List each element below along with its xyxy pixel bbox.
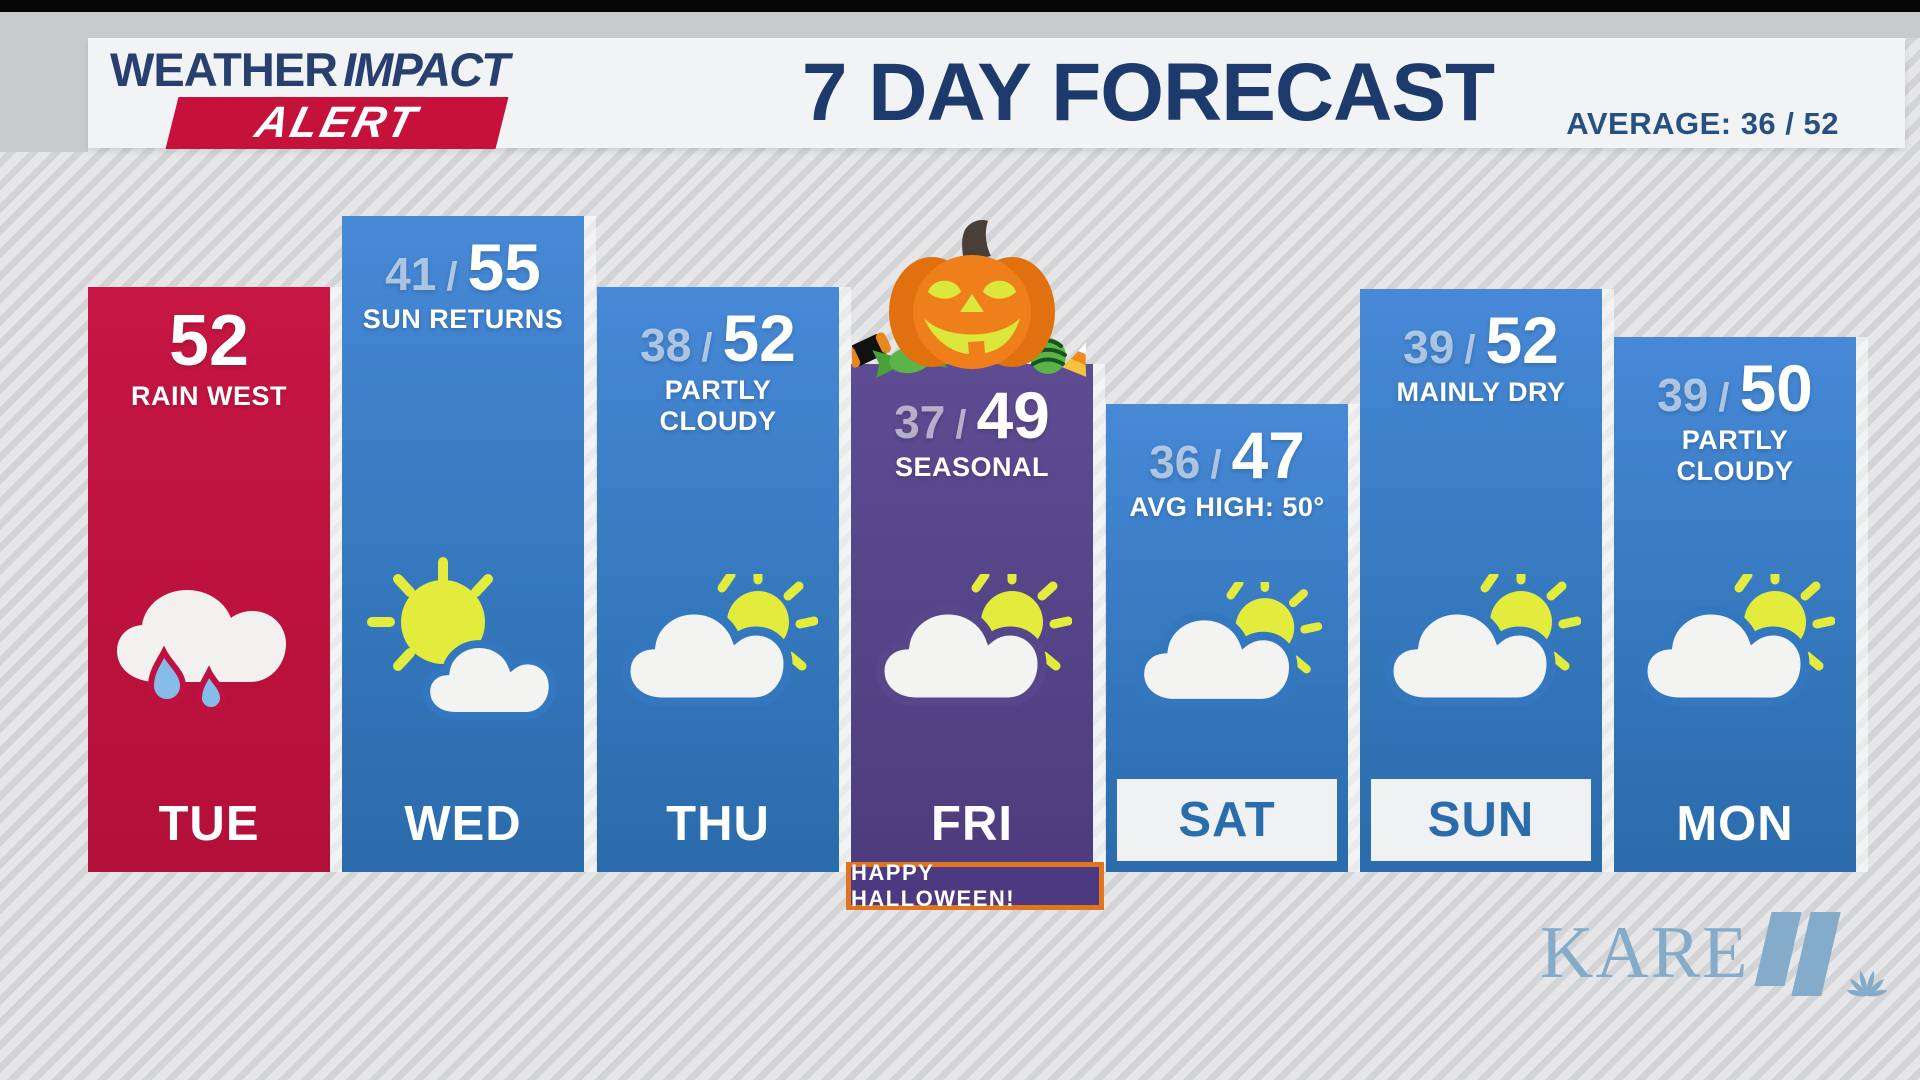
logo-impact-text: IMPACT (343, 43, 510, 96)
high-temp: 52 (722, 301, 796, 375)
temp-separator: / (701, 326, 713, 370)
temp-separator: / (1464, 328, 1476, 372)
high-temp: 52 (1485, 303, 1559, 377)
candy-icons (838, 332, 1087, 378)
logo-wordmark: WEATHER IMPACT (110, 42, 630, 97)
pumpkin-stem (962, 220, 991, 262)
condition-text: PARTLY CLOUDY (1676, 425, 1794, 487)
temps-row: 39 / 50 (1614, 337, 1856, 421)
condition-text: SUN RETURNS (362, 304, 564, 334)
high-temp: 47 (1231, 418, 1305, 492)
low-temp: 39 (1403, 321, 1455, 373)
day-label: THU (666, 797, 770, 851)
alert-banner: ALERT (165, 97, 509, 149)
kare11-station-logo: KARE (1540, 912, 1893, 1000)
day-label: SUN (1371, 779, 1591, 861)
cloud-sun-icon (1614, 574, 1856, 724)
forecast-column-thu: 38 / 52 PARTLY CLOUDY THU (597, 287, 839, 872)
low-temp: 36 (1149, 436, 1201, 488)
temps-row: 37 / 49 (851, 364, 1093, 448)
average-temps-label: AVERAGE: 36 / 52 (1566, 106, 1839, 141)
sun-behind-cloud-icon (342, 554, 584, 724)
alert-banner-text: ALERT (250, 98, 424, 147)
forecast-column-wed: 41 / 55 SUN RETURNS WED (342, 216, 584, 872)
temps-row: 36 / 47 (1106, 404, 1348, 488)
nbc-peacock-icon (1847, 970, 1888, 997)
forecast-column-sun: 39 / 52 MAINLY DRY SUN (1360, 289, 1602, 872)
condition-text: PARTLY CLOUDY (659, 375, 777, 437)
day-label: FRI (931, 797, 1013, 851)
header-top-strip (0, 12, 1920, 38)
header: WEATHER IMPACT ALERT 7 DAY FORECAST AVERA… (88, 38, 1905, 149)
cloud-sun-icon (851, 574, 1093, 724)
temp-separator: / (1718, 376, 1730, 420)
high-temp: 55 (467, 230, 541, 304)
pumpkin-face (924, 280, 1020, 354)
forecast-column-tue: 52 RAIN WEST TUE (88, 287, 330, 872)
high-temp: 50 (1739, 351, 1813, 425)
condition-text: MAINLY DRY (1396, 377, 1566, 407)
logo-weather-text: WEATHER (110, 43, 338, 96)
forecast-column-sat: 36 / 47 AVG HIGH: 50° SAT (1106, 404, 1348, 872)
low-temp: 38 (640, 319, 692, 371)
channel-11-bar (1791, 912, 1842, 996)
day-label: SAT (1117, 779, 1337, 861)
cloud-sun-icon (597, 574, 839, 724)
low-temp: 37 (894, 396, 946, 448)
weather-impact-alert-logo: WEATHER IMPACT ALERT (110, 42, 630, 149)
kare-wordmark: KARE (1540, 912, 1750, 994)
temps-row: 39 / 52 (1360, 289, 1602, 373)
high-temp: 52 (168, 301, 250, 381)
channel-11-bar (1754, 912, 1802, 986)
low-temp: 39 (1657, 369, 1709, 421)
condition-text: RAIN WEST (131, 381, 287, 411)
temps-row: 38 / 52 (597, 287, 839, 371)
day-label: WED (404, 797, 522, 851)
cloud-sun-icon (1360, 574, 1602, 724)
day-label: MON (1676, 797, 1794, 851)
low-temp: 41 (385, 248, 437, 300)
forecast-column-mon: 39 / 50 PARTLY CLOUDY MON (1614, 337, 1856, 872)
condition-text: SEASONAL (894, 452, 1050, 482)
page-title: 7 DAY FORECAST (801, 47, 1495, 138)
halloween-banner-text: HAPPY HALLOWEEN! (851, 860, 1016, 911)
temps-row: 41 / 55 (342, 216, 584, 300)
header-left-strip (0, 12, 88, 152)
day-label: TUE (158, 797, 260, 851)
temp-separator: / (955, 403, 967, 447)
halloween-banner: HAPPY HALLOWEEN! (846, 860, 1104, 911)
top-black-bar (0, 0, 1920, 12)
cloud-sun-icon (1106, 582, 1348, 724)
temps-row: 52 (88, 287, 330, 377)
condition-text: AVG HIGH: 50° (1129, 492, 1325, 522)
temp-separator: / (1210, 443, 1222, 487)
high-temp: 49 (976, 378, 1050, 452)
forecast-column-fri: 37 / 49 SEASONAL FRI (851, 364, 1093, 872)
temp-separator: / (446, 255, 458, 299)
jack-o-lantern-icon (838, 212, 1092, 380)
channel-11-mark (1754, 912, 1842, 996)
rain-cloud-icon (88, 564, 330, 724)
